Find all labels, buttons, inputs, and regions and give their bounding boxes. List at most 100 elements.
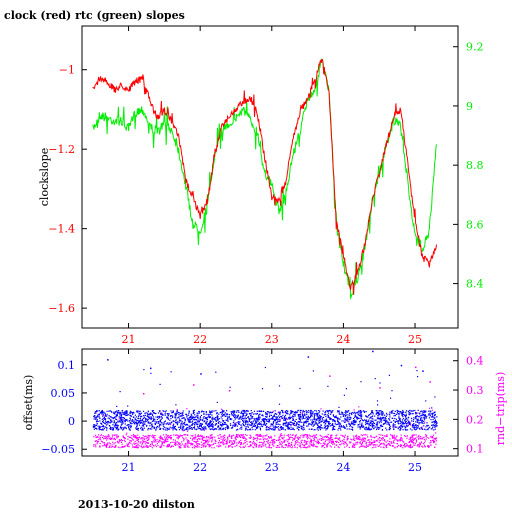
offset-series-point <box>434 419 436 421</box>
rndtrip-series-point <box>299 435 302 437</box>
rndtrip-series-point <box>369 443 371 445</box>
offset-series-point <box>278 411 281 413</box>
offset-series-point <box>277 420 279 422</box>
offset-series-point <box>306 417 308 420</box>
rndtrip-series-point <box>102 435 104 437</box>
rndtrip-series-point <box>426 434 428 436</box>
offset-series-point <box>95 424 97 426</box>
offset-series-point <box>259 416 261 418</box>
offset-series-point <box>142 424 144 426</box>
offset-series-point <box>317 429 319 431</box>
offset-series-point <box>262 419 264 422</box>
rndtrip-series-point <box>255 445 257 447</box>
offset-series-point <box>277 426 279 428</box>
rndtrip-series-point <box>276 445 278 447</box>
offset-series-point <box>234 413 236 415</box>
offset-series-point <box>130 425 132 427</box>
rndtrip-series-point <box>142 435 144 437</box>
rndtrip-series-point <box>178 442 180 444</box>
offset-series-point <box>435 424 437 426</box>
offset-series-point <box>344 415 346 417</box>
offset-series-point <box>116 421 118 424</box>
offset-series-point <box>327 426 329 428</box>
offset-series-point <box>110 428 112 430</box>
offset-series-point <box>125 419 127 421</box>
offset-series-point <box>317 416 319 418</box>
offset-series-point <box>399 423 401 425</box>
rndtrip-series-point <box>419 443 421 445</box>
offset-series-point <box>138 414 140 416</box>
offset-series-point <box>285 421 287 423</box>
offset-series-point <box>241 416 243 418</box>
offset-series-point <box>155 426 158 428</box>
offset-series-point <box>397 422 399 424</box>
offset-series-point <box>272 416 274 418</box>
offset-series-point <box>357 410 359 412</box>
offset-series-point <box>205 423 207 425</box>
rndtrip-series-point <box>339 439 341 441</box>
offset-series-point <box>398 412 400 414</box>
offset-series-point <box>183 422 185 425</box>
offset-series-point <box>93 418 95 420</box>
offset-series-point <box>354 414 356 416</box>
offset-series-point <box>276 413 278 415</box>
offset-series-point <box>434 424 436 426</box>
rndtrip-series-point <box>98 436 100 438</box>
rndtrip-series-point <box>300 447 302 449</box>
offset-series-point <box>197 417 199 419</box>
offset-series-point <box>127 424 129 426</box>
rndtrip-series-point <box>147 437 149 439</box>
offset-series-point <box>119 414 121 416</box>
offset-series-point <box>333 425 335 427</box>
rndtrip-series-point <box>220 441 222 443</box>
offset-series-point <box>136 428 138 430</box>
offset-series-point <box>105 415 107 417</box>
offset-series-point <box>208 414 210 416</box>
offset-series-point <box>376 412 378 414</box>
rndtrip-series-point <box>302 444 304 446</box>
rndtrip-series-point <box>274 435 276 437</box>
offset-series-point <box>210 423 213 425</box>
offset-series-point <box>290 426 292 428</box>
rndtrip-series-point <box>244 437 246 439</box>
rndtrip-series-point <box>268 437 270 439</box>
offset-series-point <box>435 426 437 428</box>
offset-series-point <box>376 427 378 429</box>
rndtrip-series-point <box>325 436 327 438</box>
offset-series-point <box>136 419 138 421</box>
offset-series-point <box>152 410 154 412</box>
rndtrip-series-point <box>233 440 235 442</box>
offset-series-point <box>330 412 332 414</box>
offset-series-point <box>432 414 434 416</box>
offset-series-point <box>127 414 129 416</box>
offset-series-point <box>345 410 347 412</box>
rndtrip-series-point <box>187 440 189 442</box>
rndtrip-series-point <box>294 435 297 437</box>
offset-series-point <box>367 421 369 423</box>
offset-series-point <box>226 414 228 416</box>
offset-series-point <box>94 415 96 417</box>
offset-series-point <box>216 416 218 418</box>
offset-series-point <box>191 418 193 420</box>
rndtrip-series-point <box>279 435 281 437</box>
offset-series-point <box>133 422 135 424</box>
offset-series-point <box>135 427 137 429</box>
offset-series-point <box>131 421 133 423</box>
offset-series-point <box>413 427 415 429</box>
rndtrip-series-point <box>305 447 307 449</box>
offset-series-point <box>419 428 421 430</box>
rndtrip-series-point <box>148 435 150 437</box>
offset-series-point <box>326 414 328 416</box>
rndtrip-series-point <box>359 442 361 444</box>
rndtrip-series-point <box>393 439 395 441</box>
offset-series-point <box>390 411 393 413</box>
offset-series-point <box>160 416 162 418</box>
offset-series-point <box>202 419 204 421</box>
rndtrip-series-point <box>194 436 196 438</box>
offset-series-point <box>337 417 339 419</box>
rndtrip-series-point <box>186 434 189 436</box>
offset-series-point <box>143 427 145 429</box>
rndtrip-series-point <box>146 446 148 448</box>
rndtrip-series-point <box>135 445 137 447</box>
offset-series-point <box>120 418 122 421</box>
